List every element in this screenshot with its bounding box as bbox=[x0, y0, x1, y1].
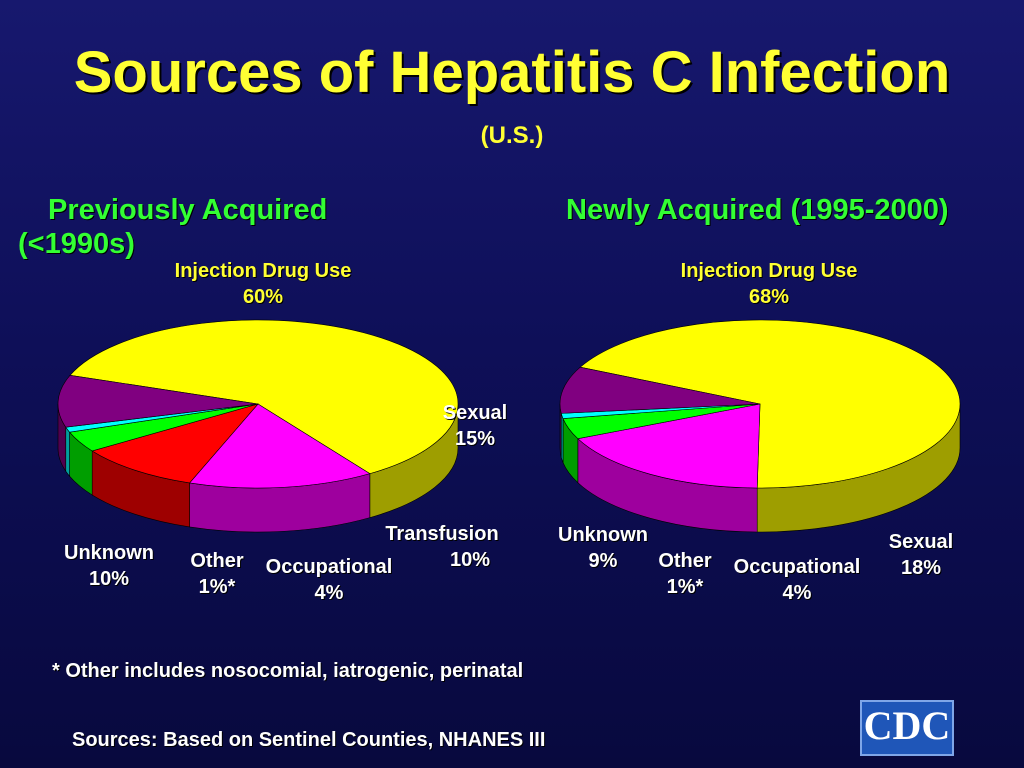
left-label-occupational: Occupational 4% bbox=[244, 554, 414, 606]
right-label-unknown: Unknown 9% bbox=[540, 522, 666, 574]
left-label-transfusion-name: Transfusion bbox=[385, 523, 499, 545]
left-label-unknown-name: Unknown bbox=[64, 542, 154, 564]
right-label-unknown-name: Unknown bbox=[558, 524, 648, 546]
pie0-slice-injection-drug-use bbox=[69, 319, 459, 474]
left-label-occupational-value: 4% bbox=[314, 582, 344, 604]
slide-subtitle: (U.S.) bbox=[480, 122, 544, 149]
pie1-slice-unknown bbox=[559, 366, 761, 414]
pie0-slice-sexual bbox=[189, 403, 371, 489]
right-label-unknown-value: 9% bbox=[588, 550, 618, 572]
footnote: * Other includes nosocomial, iatrogenic,… bbox=[52, 660, 524, 682]
cdc-logo: CDC bbox=[860, 700, 954, 756]
pie1-slice-sexual bbox=[577, 403, 761, 489]
left-label-transfusion: Transfusion 10% bbox=[362, 521, 522, 573]
left-label-unknown: Unknown 10% bbox=[44, 540, 174, 592]
left-label-sexual: Sexual 15% bbox=[420, 400, 530, 452]
pie0-slice-unknown bbox=[57, 374, 259, 428]
right-label-sexual-value: 18% bbox=[900, 557, 942, 579]
left-label-other: Other 1%* bbox=[172, 548, 262, 600]
slide-title: Sources of Hepatitis C Infection bbox=[73, 40, 951, 105]
left-label-transfusion-value: 10% bbox=[449, 549, 491, 571]
left-label-other-name: Other bbox=[190, 550, 244, 572]
left-label-sexual-value: 15% bbox=[454, 428, 496, 450]
pie0-side-other bbox=[65, 426, 70, 477]
cdc-logo-text: CDC bbox=[863, 703, 951, 748]
sources-note: Sources: Based on Sentinel Counties, NHA… bbox=[72, 729, 546, 751]
left-chart-title: Previously Acquired (<1990s) bbox=[18, 193, 438, 261]
left-label-injection-drug-use-value: 60% bbox=[242, 286, 284, 308]
left-label-unknown-value: 10% bbox=[88, 568, 130, 590]
right-label-injection-drug-use: Injection Drug Use 68% bbox=[654, 258, 884, 310]
right-label-occupational-name: Occupational bbox=[733, 556, 861, 578]
left-chart-title-line2: (<1990s) bbox=[18, 228, 135, 261]
left-chart-title-line1: Previously Acquired bbox=[48, 194, 328, 226]
left-label-injection-drug-use: Injection Drug Use 60% bbox=[148, 258, 378, 310]
pie1-slice-injection-drug-use bbox=[579, 319, 961, 489]
left-label-occupational-name: Occupational bbox=[265, 556, 393, 578]
right-label-other-name: Other bbox=[658, 550, 712, 572]
right-label-occupational: Occupational 4% bbox=[712, 554, 882, 606]
right-label-injection-drug-use-name: Injection Drug Use bbox=[680, 260, 858, 282]
right-chart-title: Newly Acquired (1995-2000) bbox=[566, 194, 949, 226]
left-label-sexual-name: Sexual bbox=[442, 402, 508, 424]
right-label-sexual-name: Sexual bbox=[888, 531, 954, 553]
right-label-injection-drug-use-value: 68% bbox=[748, 286, 790, 308]
left-label-injection-drug-use-name: Injection Drug Use bbox=[174, 260, 352, 282]
right-label-occupational-value: 4% bbox=[782, 582, 812, 604]
right-label-other-value: 1%* bbox=[666, 576, 704, 598]
right-label-sexual: Sexual 18% bbox=[866, 529, 976, 581]
right-label-other: Other 1%* bbox=[640, 548, 730, 600]
left-label-other-value: 1%* bbox=[198, 576, 236, 598]
pie0-slice-transfusion bbox=[91, 403, 259, 484]
